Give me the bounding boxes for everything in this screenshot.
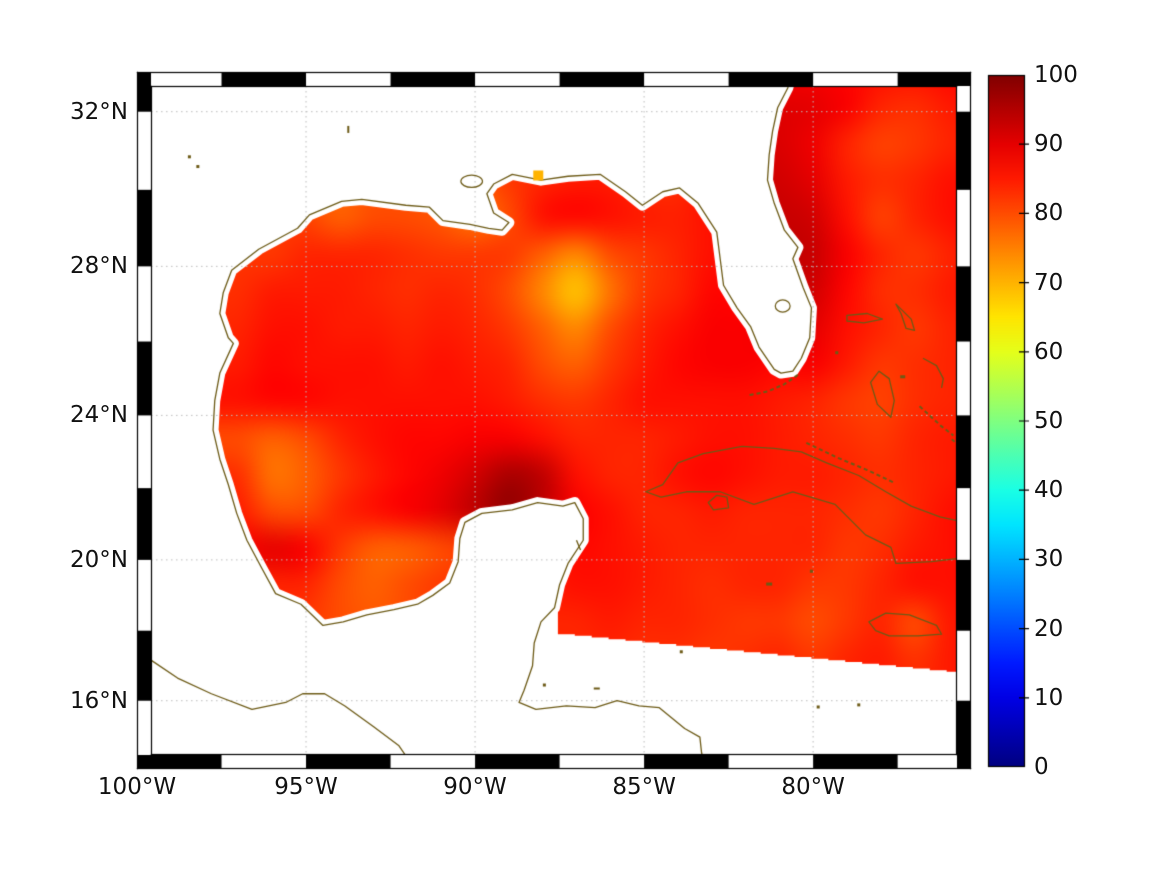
colorbar-tick-label: 80	[1034, 200, 1064, 227]
colorbar-tick-label: 0	[1034, 754, 1049, 780]
x-tick-label: 85°W	[612, 774, 676, 800]
y-tick-label: 24°N	[70, 402, 128, 429]
y-tick-label: 16°N	[70, 687, 128, 714]
y-tick-label: 28°N	[70, 253, 128, 280]
x-tick-label: 95°W	[274, 774, 338, 800]
colorbar-tick-label: 30	[1034, 546, 1064, 573]
x-tick-label: 100°W	[97, 774, 177, 800]
x-tick-label: 90°W	[443, 774, 507, 800]
colorbar-tick-label: 70	[1034, 269, 1064, 296]
colorbar-tick-label: 60	[1034, 338, 1064, 365]
colorbar-tick-label: 10	[1034, 684, 1064, 711]
colorbar-tick-label: 40	[1034, 477, 1064, 504]
y-tick-label: 20°N	[70, 546, 128, 573]
colorbar-tick-label: 90	[1034, 131, 1064, 158]
colorbar-tick-label: 20	[1034, 615, 1064, 642]
colorbar-tick-label: 100	[1034, 62, 1078, 88]
y-tick-label: 32°N	[70, 98, 128, 125]
colorbar-tick-label: 50	[1034, 408, 1064, 434]
x-tick-label: 80°W	[781, 774, 845, 800]
